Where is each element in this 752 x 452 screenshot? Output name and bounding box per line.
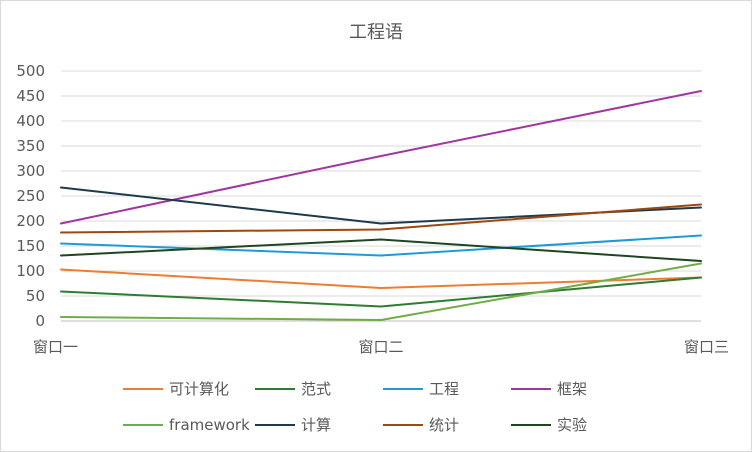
legend-item: 实验 bbox=[511, 416, 587, 434]
series-line-2 bbox=[60, 234, 702, 257]
y-tick-label: 200 bbox=[16, 212, 45, 230]
y-tick-label: 500 bbox=[16, 62, 45, 80]
y-tick-label: 300 bbox=[16, 162, 45, 180]
legend-label: 实验 bbox=[557, 416, 587, 434]
x-axis-ticks: 窗口一 窗口二 窗口三 bbox=[33, 338, 729, 356]
x-tick-label: 窗口三 bbox=[684, 338, 729, 356]
series-line-4 bbox=[60, 262, 702, 321]
legend-label: framework bbox=[169, 416, 250, 434]
series-lines bbox=[60, 90, 702, 321]
legend-item: 框架 bbox=[511, 380, 587, 398]
legend-item: 计算 bbox=[255, 416, 331, 434]
chart-title: 工程语 bbox=[349, 22, 403, 43]
legend: 可计算化 范式 工程 框架 framework 计算 统计 实验 bbox=[123, 380, 587, 434]
legend-label: 统计 bbox=[429, 416, 459, 434]
legend-item: 统计 bbox=[383, 416, 459, 434]
x-tick-label: 窗口二 bbox=[358, 338, 403, 356]
y-tick-label: 150 bbox=[16, 237, 45, 255]
legend-item: framework bbox=[123, 416, 250, 434]
legend-label: 计算 bbox=[301, 416, 331, 434]
series-line-0 bbox=[60, 268, 702, 289]
series-line-5 bbox=[60, 186, 702, 225]
legend-item: 可计算化 bbox=[123, 380, 229, 398]
y-axis-ticks: 0 50 100 150 200 250 300 350 400 450 500 bbox=[16, 62, 45, 330]
series-line-3 bbox=[60, 90, 702, 225]
y-tick-label: 450 bbox=[16, 87, 45, 105]
y-tick-label: 350 bbox=[16, 137, 45, 155]
legend-label: 工程 bbox=[429, 380, 459, 398]
x-tick-label: 窗口一 bbox=[33, 338, 78, 356]
series-line-7 bbox=[60, 238, 702, 262]
y-tick-label: 100 bbox=[16, 262, 45, 280]
y-tick-label: 0 bbox=[35, 312, 45, 330]
series-line-1 bbox=[60, 276, 702, 308]
y-tick-label: 400 bbox=[16, 112, 45, 130]
legend-label: 可计算化 bbox=[169, 380, 229, 398]
legend-item: 范式 bbox=[255, 380, 331, 398]
y-tick-label: 250 bbox=[16, 187, 45, 205]
gridlines bbox=[61, 70, 701, 322]
legend-label: 框架 bbox=[557, 380, 587, 398]
legend-label: 范式 bbox=[301, 380, 331, 398]
y-tick-label: 50 bbox=[26, 287, 45, 305]
series-line-6 bbox=[60, 203, 702, 234]
legend-item: 工程 bbox=[383, 380, 459, 398]
